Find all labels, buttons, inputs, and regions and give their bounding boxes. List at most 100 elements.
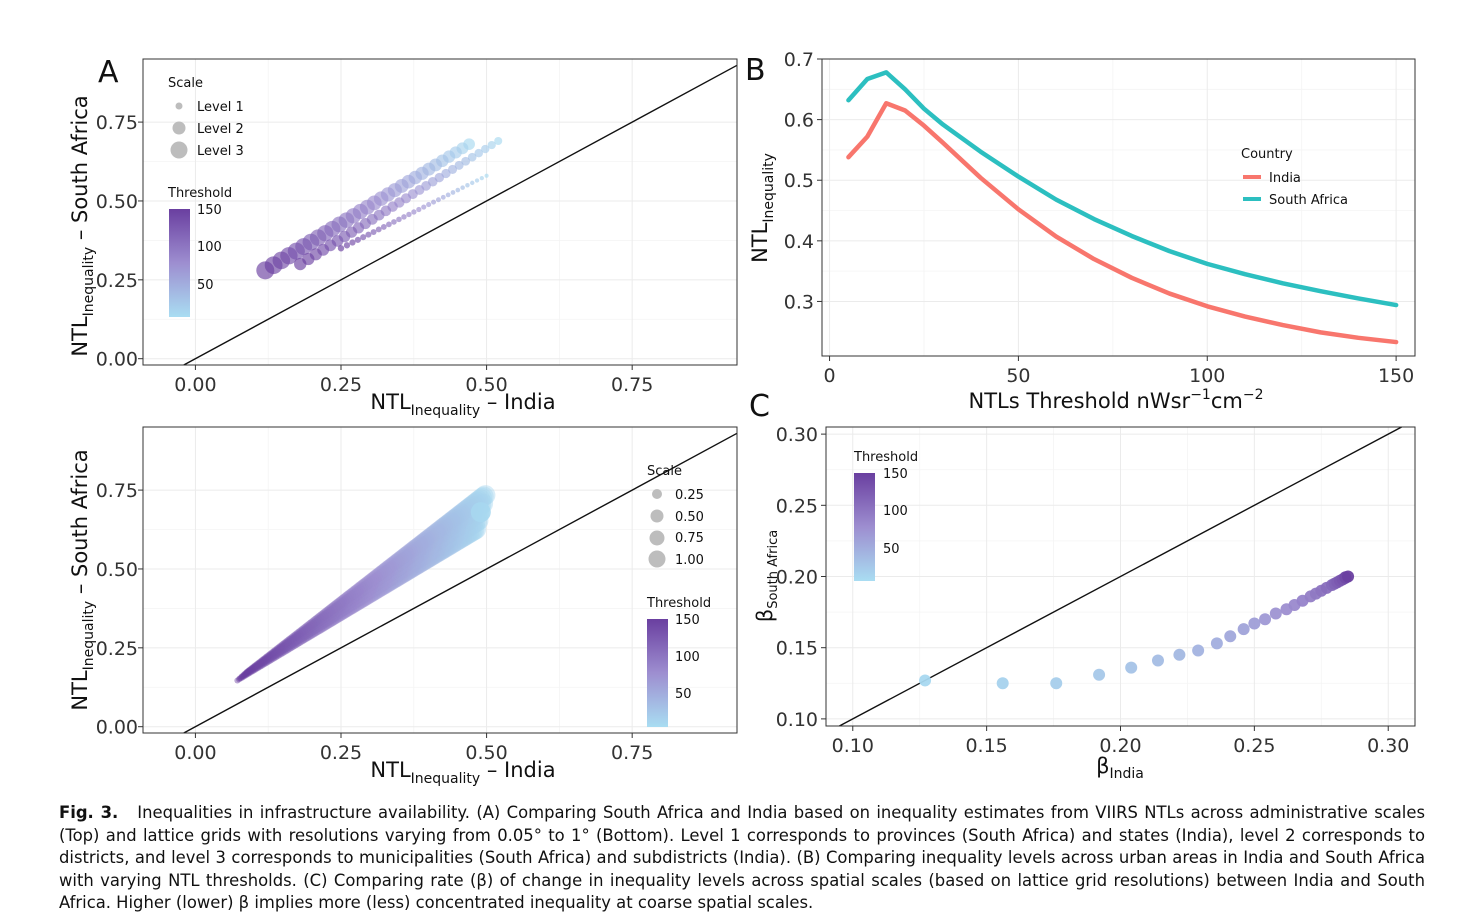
legend-threshold: Threshold 150 100 50	[853, 450, 918, 581]
scatter-point	[334, 599, 347, 612]
scatter-point	[244, 669, 251, 676]
scatter-point	[307, 627, 319, 638]
scatter-point	[369, 577, 383, 592]
scatter-point	[445, 527, 464, 546]
scatter-point	[312, 614, 323, 625]
scatter-point	[243, 670, 250, 678]
legend-threshold-title: Threshold	[167, 186, 232, 201]
legend-threshold: Threshold 150 100 50	[167, 186, 232, 317]
scatter-point	[412, 545, 429, 562]
scatter-point	[319, 611, 331, 622]
y-tick-label: 0.20	[776, 567, 818, 589]
scatter-point	[423, 542, 441, 560]
scatter-point	[447, 519, 467, 538]
scatter-point	[459, 523, 480, 544]
scatter-point	[340, 598, 353, 611]
scatter-point	[354, 595, 368, 609]
panel-label-b: B	[745, 53, 766, 88]
legend-country: Country India South Africa	[1241, 147, 1348, 208]
scatter-point	[357, 593, 372, 607]
scatter-point	[319, 614, 330, 625]
scatter-point	[314, 614, 326, 626]
scatter-point	[287, 637, 297, 647]
scatter-point	[425, 535, 444, 553]
scatter-point	[386, 568, 402, 584]
scatter-point	[316, 621, 327, 633]
scatter-point	[421, 533, 439, 551]
scatter-point	[356, 594, 370, 608]
legend-country-title: Country	[1241, 147, 1293, 162]
scatter-point	[479, 175, 484, 181]
legend-scale-label: Level 3	[197, 144, 244, 159]
scatter-point	[277, 644, 286, 654]
scatter-point	[442, 511, 461, 530]
scatter-point	[400, 559, 416, 576]
scatter-point	[403, 547, 419, 564]
scatter-point	[258, 657, 266, 664]
y-tick-label: 0.50	[96, 191, 138, 213]
scatter-point	[420, 545, 438, 563]
y-tick-label: 0.15	[776, 638, 818, 660]
scatter-point	[286, 642, 296, 652]
scatter-point	[272, 646, 280, 655]
scatter-point	[429, 532, 447, 551]
scatter-point	[274, 647, 283, 656]
scatter-point	[352, 596, 366, 610]
scatter-point	[445, 520, 465, 540]
scatter-point	[370, 576, 385, 590]
scatter-point	[297, 634, 308, 645]
scatter-point	[242, 669, 250, 676]
scatter-point	[362, 589, 377, 604]
scatter-point	[390, 561, 406, 577]
scatter-point	[358, 588, 372, 603]
scatter-point	[303, 627, 314, 638]
gridlines	[143, 59, 737, 365]
scatter-point	[328, 601, 340, 613]
scatter-point	[462, 521, 483, 542]
scatter-point	[381, 572, 397, 588]
scatter-point	[293, 629, 303, 639]
threshold-tick: 50	[197, 278, 214, 293]
y-tick-label: 0.6	[784, 110, 814, 132]
scatter-point	[433, 518, 452, 536]
scatter-point	[404, 551, 421, 568]
scatter-point	[374, 568, 389, 584]
scatter-point	[353, 592, 367, 606]
scatter-point	[382, 576, 398, 592]
scatter-point	[317, 615, 329, 627]
scatter-point	[427, 523, 445, 541]
x-tick-label: 0.25	[320, 742, 362, 764]
scatter-point	[254, 662, 261, 670]
scatter-point	[423, 531, 441, 549]
threshold-colorbar	[647, 619, 668, 727]
scatter-point	[416, 537, 433, 554]
scatter-point	[363, 573, 377, 587]
scatter-point	[365, 572, 379, 586]
scatter-point	[309, 618, 320, 629]
scatter-point	[395, 548, 411, 564]
scatter-point	[284, 643, 294, 653]
scatter-point	[259, 660, 267, 668]
scatter-point	[430, 520, 448, 539]
legend-scale-dot	[649, 530, 665, 546]
scatter-point	[378, 574, 393, 590]
scatter-point	[441, 536, 460, 555]
x-tick-label: 0.50	[465, 742, 507, 764]
chart-c: 0.10 0.15 0.20 0.25 0.30 0.10 0.15 0.20 0.25 0.30…	[749, 389, 1416, 782]
scatter-point	[453, 502, 473, 522]
scatter-point	[307, 622, 318, 633]
scatter-point	[388, 553, 404, 569]
scatter-point	[379, 569, 394, 585]
scatter-point	[387, 555, 402, 570]
scatter-point	[236, 675, 243, 682]
scatter-point	[248, 667, 256, 674]
scatter-point	[399, 564, 416, 581]
scatter-point	[347, 600, 361, 613]
scatter-point	[443, 528, 462, 547]
scatter-point	[269, 649, 278, 658]
scatter-point	[444, 534, 464, 553]
gridlines	[826, 427, 1415, 726]
legend-threshold-title: Threshold	[853, 450, 918, 465]
scatter-point	[419, 551, 437, 569]
scatter-point	[329, 603, 342, 615]
